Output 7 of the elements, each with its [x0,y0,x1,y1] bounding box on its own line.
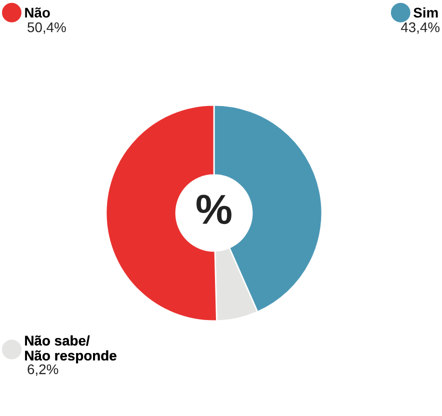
text: % [196,194,232,224]
legend-label: Sim [414,7,438,18]
legend-label: Não sabe/ Não responde [25,335,116,364]
data-label: 50,4% [28,22,66,34]
data-label: 6,2% [28,364,58,376]
legend-label: Não [25,7,50,18]
data-label: 43,4% [400,22,440,34]
